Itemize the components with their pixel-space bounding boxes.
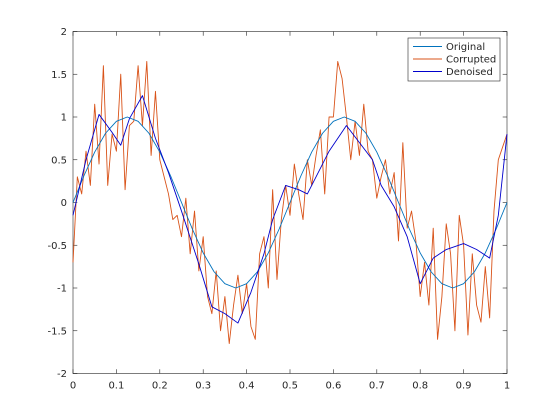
x-tick-label: 0.6 — [325, 381, 341, 392]
x-tick-label: 0 — [70, 381, 76, 392]
y-tick-label: 0 — [61, 198, 67, 209]
legend-label: Corrupted — [446, 55, 496, 66]
y-tick-label: 0.5 — [51, 155, 67, 166]
x-tick-label: 1 — [504, 381, 510, 392]
y-tick-label: -0.5 — [47, 241, 67, 252]
x-tick-label: 0.4 — [239, 381, 255, 392]
y-tick-label: -1 — [57, 284, 67, 295]
x-tick-label: 0.2 — [152, 381, 168, 392]
legend-label: Denoised — [446, 67, 493, 78]
series-line-corrupted — [72, 60, 508, 345]
x-tick-label: 0.5 — [282, 381, 298, 392]
axis-ticks — [72, 31, 508, 374]
y-tick-label: -2 — [57, 369, 67, 380]
y-tick-label: 1.5 — [51, 70, 67, 81]
legend-label: Original — [446, 42, 485, 53]
x-tick-label: 0.1 — [108, 381, 124, 392]
y-tick-label: 2 — [61, 27, 67, 38]
x-tick-label: 0.7 — [369, 381, 385, 392]
x-tick-label: 0.3 — [195, 381, 211, 392]
series-line-original — [72, 116, 508, 289]
series-line-denoised — [72, 95, 508, 324]
y-tick-label: 1 — [61, 113, 67, 124]
x-tick-label: 0.9 — [456, 381, 472, 392]
x-tick-labels: 0 0.1 0.2 0.3 0.4 0.5 0.6 0.7 0.8 0.9 1 — [70, 381, 510, 392]
y-tick-labels: -2 -1.5 -1 -0.5 0 0.5 1 1.5 2 — [47, 27, 67, 380]
y-tick-label: -1.5 — [47, 326, 67, 337]
series-layer — [72, 60, 508, 345]
x-tick-label: 0.8 — [412, 381, 428, 392]
